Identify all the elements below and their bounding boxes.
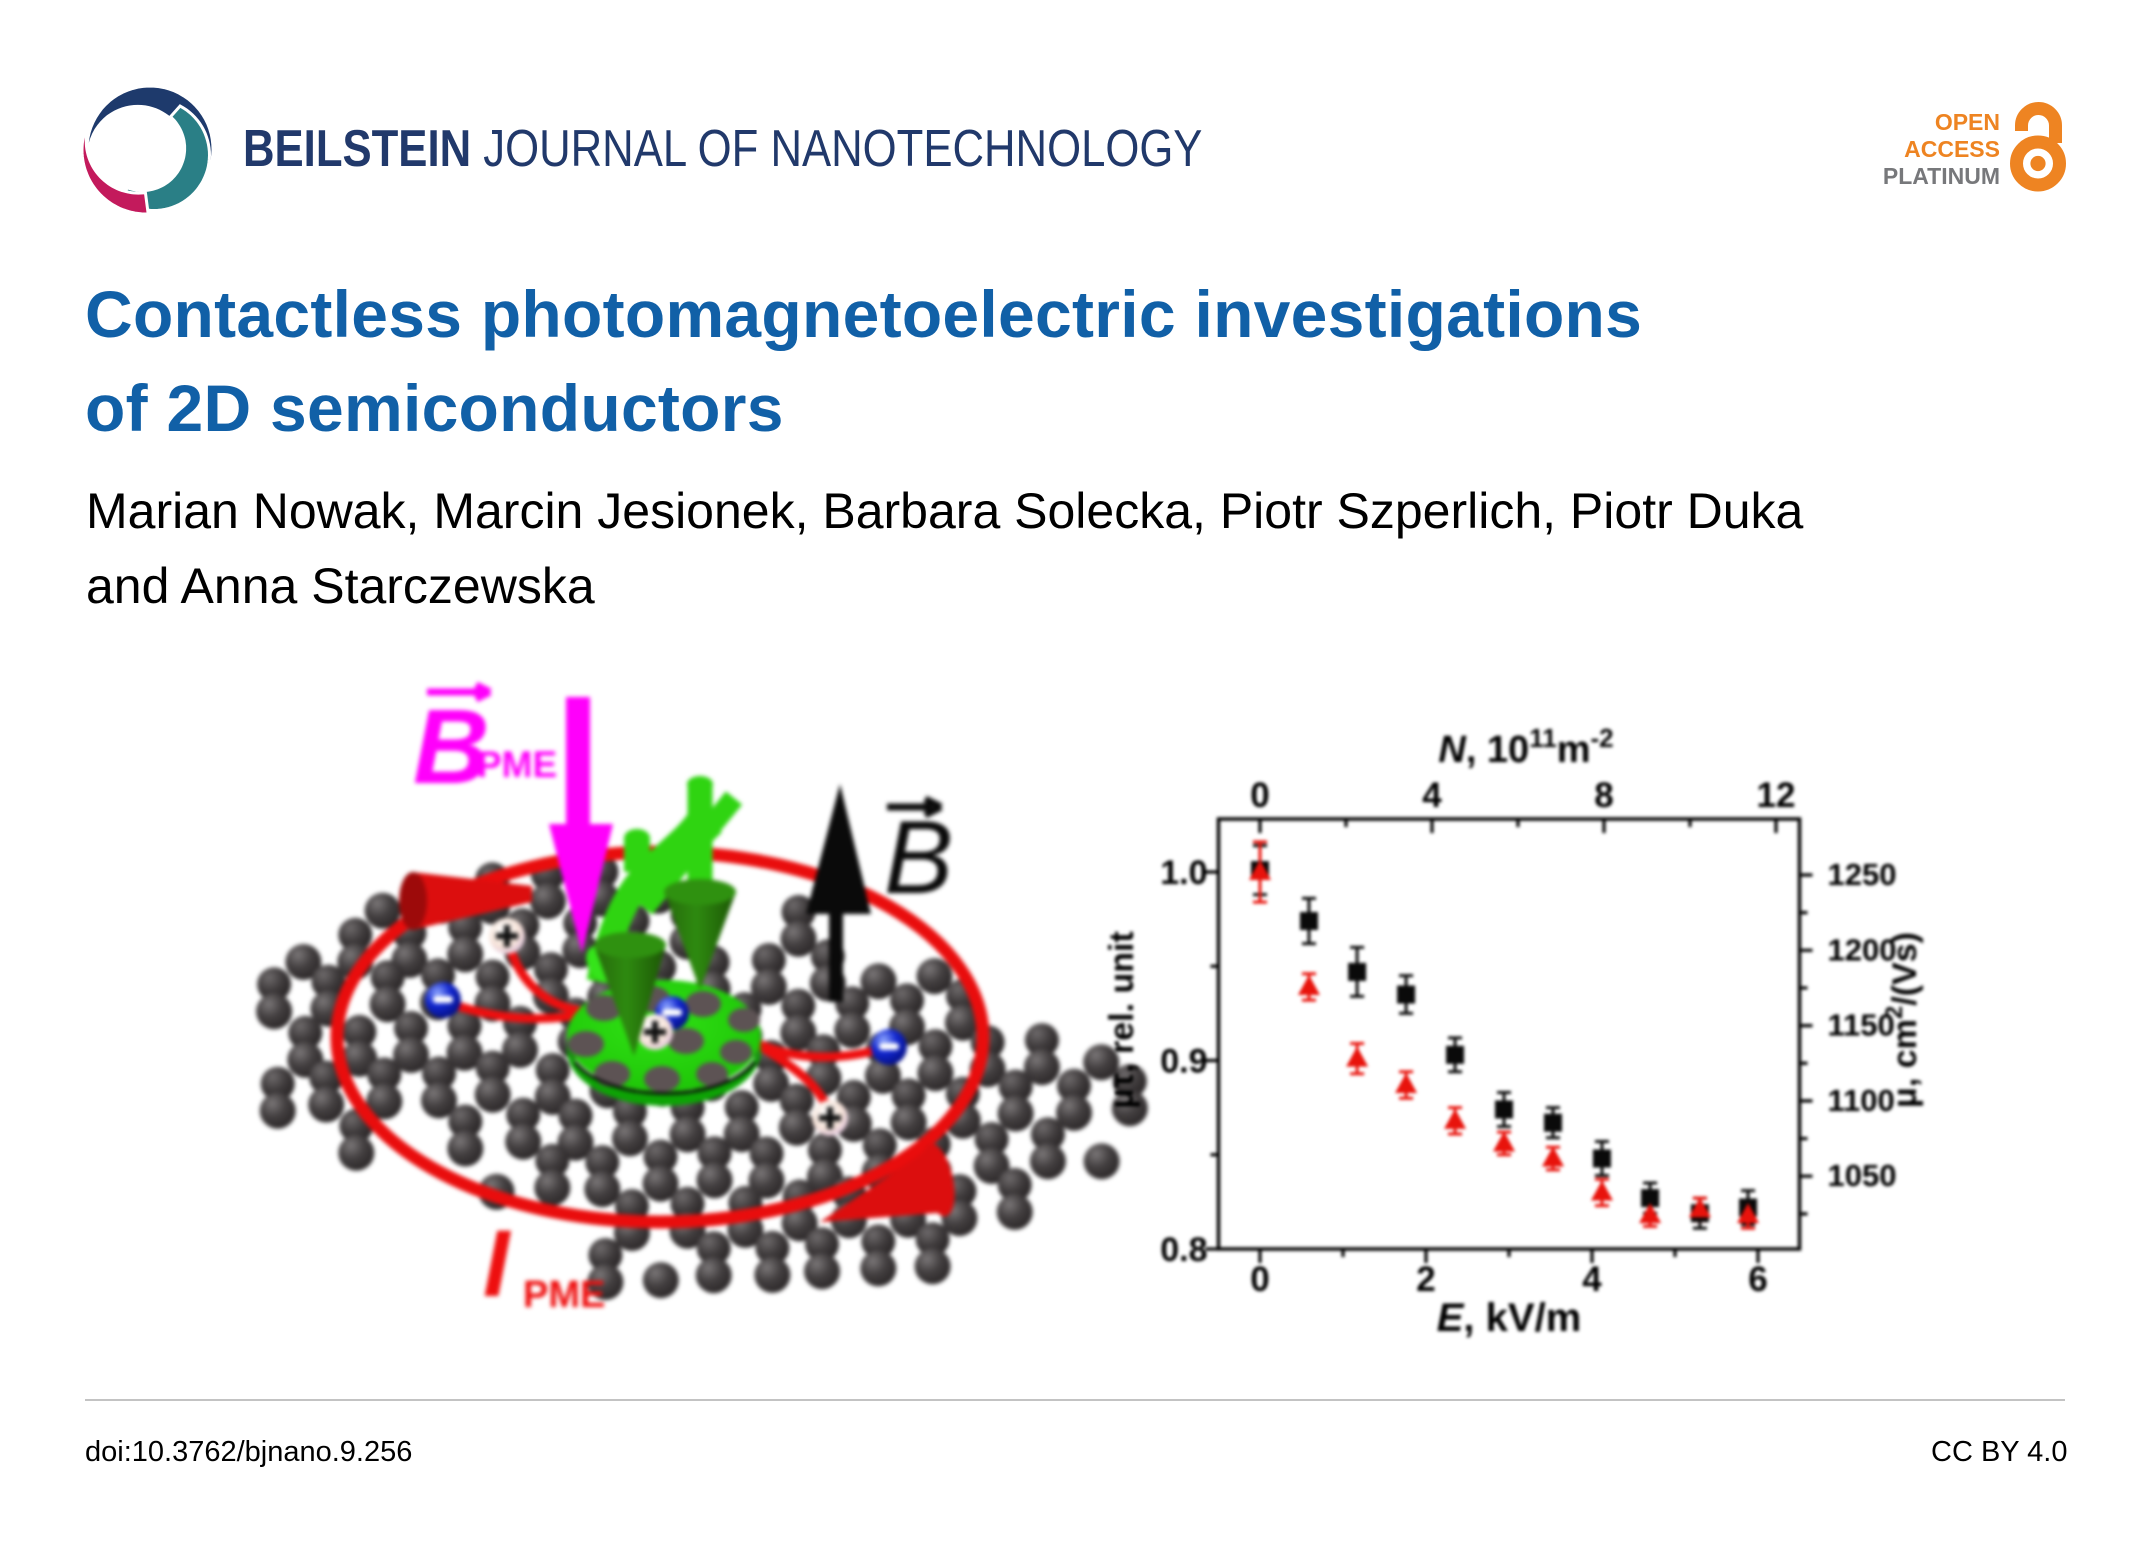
- svg-text:1200: 1200: [1828, 932, 1897, 967]
- svg-text:4: 4: [1422, 776, 1442, 815]
- svg-text:0.9: 0.9: [1160, 1043, 1207, 1081]
- svg-text:I: I: [483, 1211, 512, 1317]
- svg-text:μ, cm2/(Vs): μ, cm2/(Vs): [1881, 932, 1924, 1108]
- svg-text:N, 1011m-2: N, 1011m-2: [1438, 723, 1613, 771]
- svg-text:8: 8: [1594, 776, 1613, 815]
- svg-text:PME: PME: [523, 1274, 605, 1316]
- svg-text:1100: 1100: [1828, 1083, 1895, 1118]
- svg-text:1050: 1050: [1828, 1158, 1897, 1193]
- svg-text:μτ, rel. unit: μτ, rel. unit: [1103, 931, 1141, 1109]
- svg-text:E, kV/m: E, kV/m: [1437, 1296, 1582, 1340]
- svg-text:6: 6: [1748, 1260, 1767, 1299]
- svg-text:12: 12: [1757, 776, 1796, 815]
- svg-text:B: B: [413, 688, 490, 806]
- svg-text:4: 4: [1582, 1260, 1602, 1299]
- svg-text:0: 0: [1250, 776, 1269, 815]
- svg-text:PME: PME: [477, 744, 557, 785]
- svg-text:1250: 1250: [1828, 857, 1897, 892]
- svg-text:1.0: 1.0: [1160, 854, 1207, 892]
- svg-text:0.8: 0.8: [1160, 1231, 1207, 1269]
- svg-text:2: 2: [1416, 1260, 1435, 1299]
- svg-text:B: B: [884, 800, 953, 916]
- svg-text:0: 0: [1250, 1260, 1269, 1299]
- svg-text:1150: 1150: [1828, 1008, 1895, 1043]
